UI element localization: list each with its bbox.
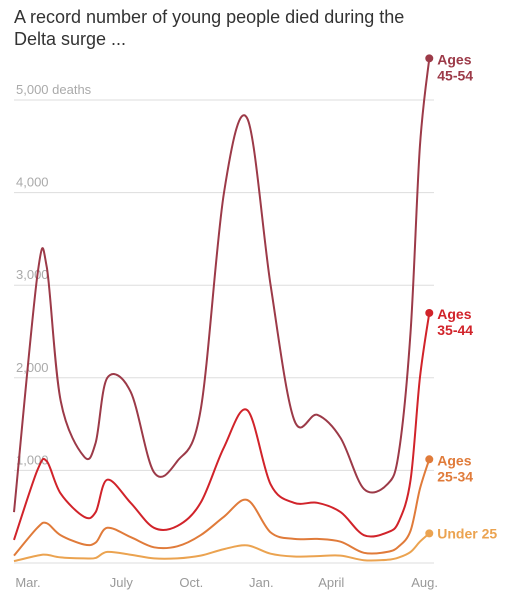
y-tick-label: 5,000 deaths (16, 82, 92, 97)
series-line-ages-35-44 (13, 312, 431, 541)
series-lines (13, 54, 434, 563)
x-tick-label: July (110, 575, 134, 590)
series-line-ages-25-34 (13, 458, 431, 557)
series-label-ages-25-34: Ages 25-34 (437, 452, 473, 484)
x-tick-label: April (318, 575, 344, 590)
grid-layer (14, 99, 434, 564)
series-line-under-25 (13, 532, 430, 563)
series-labels: Ages 45-54 Ages 35-44 Ages 25-34 Under 25 (437, 51, 497, 541)
series-label-ages-35-44: Ages 35-44 (437, 306, 473, 338)
y-tick-label: 3,000 (16, 267, 49, 282)
series-endpoint-under-25 (425, 529, 434, 538)
chart-title: A record number of young people died dur… (14, 7, 405, 49)
series-line-ages-45-54 (13, 58, 431, 513)
x-tick-label: Mar. (15, 575, 40, 590)
series-label-under-25: Under 25 (437, 525, 497, 541)
x-tick-labels: Mar. July Oct. Jan. April Aug. (15, 575, 438, 590)
series-label-ages-45-54: Ages 45-54 (437, 51, 473, 83)
series-endpoint-ages-25-34 (425, 455, 434, 464)
x-tick-label: Aug. (411, 575, 438, 590)
series-endpoint-ages-45-54 (425, 54, 434, 63)
series-endpoint-ages-35-44 (425, 308, 434, 317)
x-tick-label: Oct. (179, 575, 203, 590)
y-tick-label: 2,000 (16, 360, 49, 375)
x-tick-label: Jan. (249, 575, 274, 590)
y-tick-label: 4,000 (16, 175, 49, 190)
